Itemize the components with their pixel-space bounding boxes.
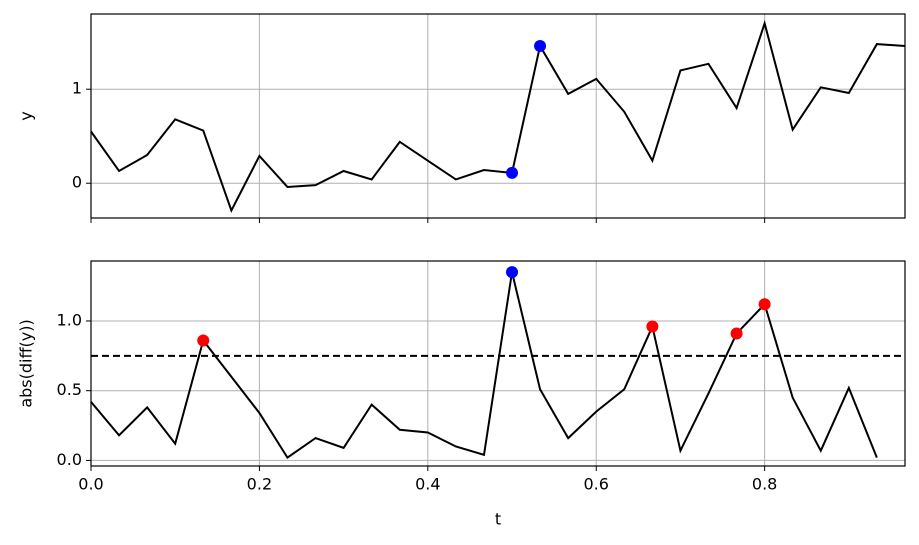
y-tick-label: 0.5 bbox=[57, 380, 82, 399]
data-line bbox=[90, 271, 878, 460]
marker bbox=[534, 39, 547, 52]
axes-frame bbox=[90, 13, 906, 219]
marker bbox=[197, 334, 210, 347]
marker bbox=[646, 320, 659, 333]
y-tick-label: 0.0 bbox=[57, 450, 82, 469]
x-tick-label: 0.0 bbox=[78, 475, 103, 494]
y-tick-label: 0 bbox=[72, 173, 82, 192]
x-tick-label: 0.4 bbox=[415, 475, 440, 494]
x-axis-label: t bbox=[495, 510, 501, 529]
y-tick-label: 1 bbox=[72, 79, 82, 98]
marker bbox=[506, 266, 519, 279]
marker bbox=[758, 298, 771, 311]
x-tick-label: 0.8 bbox=[752, 475, 777, 494]
axes-frame bbox=[90, 260, 906, 467]
x-tick-label: 0.2 bbox=[247, 475, 272, 494]
marker bbox=[730, 327, 743, 340]
marker bbox=[506, 166, 519, 179]
data-line bbox=[90, 19, 906, 214]
y-tick-label: 1.0 bbox=[57, 310, 82, 329]
y-axis-label: y bbox=[17, 111, 36, 120]
x-tick-label: 0.6 bbox=[583, 475, 608, 494]
y-axis-label: abs(diff(y)) bbox=[17, 319, 36, 407]
